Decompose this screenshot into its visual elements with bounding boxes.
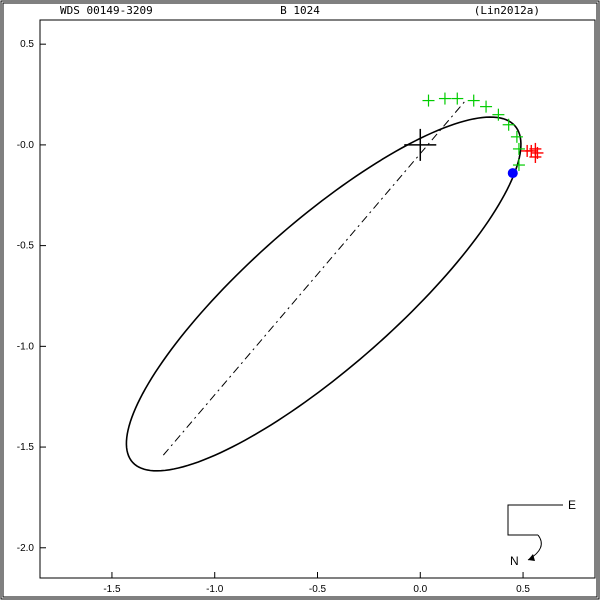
x-tick-label: -1.5 bbox=[103, 584, 121, 595]
x-tick-label: 0.5 bbox=[516, 584, 530, 595]
title-right: (Lin2012a) bbox=[474, 4, 540, 17]
plot-border bbox=[40, 20, 595, 578]
green-obs-point bbox=[439, 93, 451, 105]
orbit-chart: WDS 00149-3209 B 1024 (Lin2012a) -1.5 -1.0 -0… bbox=[0, 0, 600, 600]
blue-epoch-point bbox=[508, 168, 518, 178]
y-tick-label: -1.0 bbox=[17, 341, 35, 352]
compass-box bbox=[508, 505, 538, 535]
compass-n-label: N bbox=[510, 554, 519, 568]
y-tick-label: 0.5 bbox=[20, 39, 34, 50]
y-tick-label: -0.0 bbox=[17, 140, 35, 151]
title-left: WDS 00149-3209 bbox=[60, 4, 153, 17]
title-center: B 1024 bbox=[280, 4, 320, 17]
compass-n-arc bbox=[528, 535, 541, 560]
compass-n-arrowhead bbox=[528, 554, 535, 561]
green-obs-point bbox=[513, 143, 525, 155]
orbit-ellipse bbox=[126, 117, 521, 471]
green-obs-point bbox=[503, 119, 515, 131]
green-obs-point bbox=[468, 95, 480, 107]
outer-border bbox=[1, 1, 599, 599]
y-tick-label: -0.5 bbox=[17, 241, 35, 252]
x-tick-label: 0.0 bbox=[413, 584, 427, 595]
y-tick-label: -1.5 bbox=[17, 442, 35, 453]
compass-e-label: E bbox=[568, 498, 576, 512]
x-tick-label: -0.5 bbox=[309, 584, 327, 595]
x-tick-label: -1.0 bbox=[206, 584, 224, 595]
green-obs-point bbox=[480, 101, 492, 113]
green-obs-point bbox=[423, 95, 435, 107]
y-tick-label: -2.0 bbox=[17, 543, 35, 554]
green-obs-point bbox=[451, 93, 463, 105]
